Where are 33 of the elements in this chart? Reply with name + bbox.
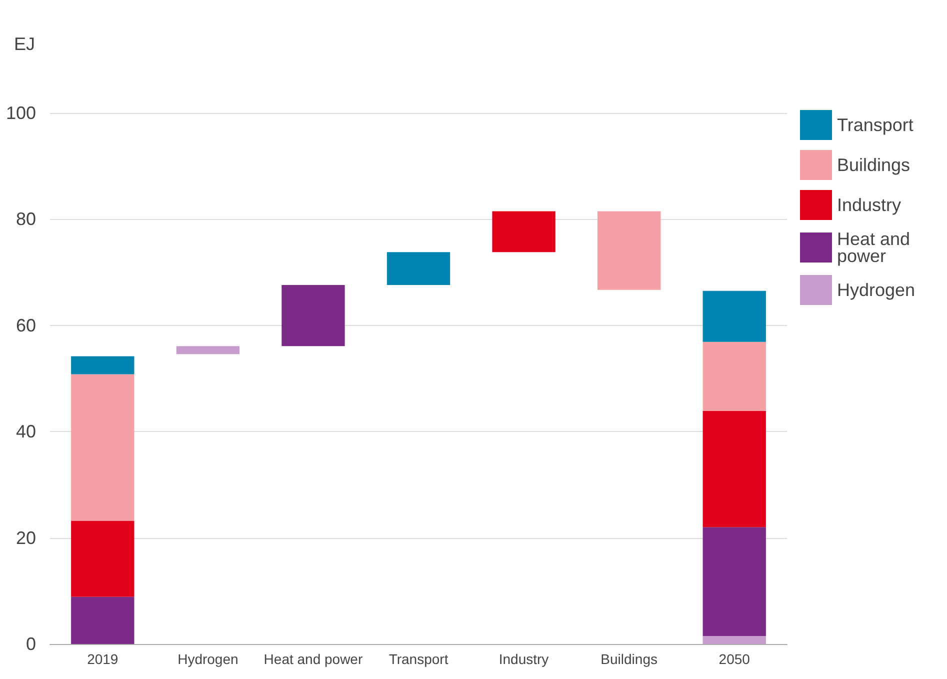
legend-label: Transport xyxy=(837,115,914,135)
bar xyxy=(702,410,766,528)
y-tick-label: 80 xyxy=(16,209,36,230)
bar xyxy=(702,636,766,644)
x-tick-label: Hydrogen xyxy=(178,651,238,667)
legend-label: Buildings xyxy=(837,155,910,175)
y-tick-label: 60 xyxy=(16,315,36,336)
x-tick-label: 2050 xyxy=(718,651,750,667)
bar xyxy=(386,252,450,286)
x-tick-label: Industry xyxy=(498,651,549,667)
y-tick-label: 40 xyxy=(16,422,36,442)
y-tick-label: 20 xyxy=(16,528,36,548)
bar xyxy=(71,520,134,597)
x-tick-label: 2019 xyxy=(87,651,118,667)
bar xyxy=(492,211,556,252)
bar xyxy=(282,285,345,346)
bar xyxy=(71,356,134,374)
legend-label: Hydrogen xyxy=(837,280,916,300)
bar xyxy=(702,342,766,411)
bar xyxy=(597,211,661,290)
legend-label: Industry xyxy=(837,195,902,215)
bar xyxy=(702,290,766,342)
bar xyxy=(176,346,240,354)
y-axis-title: EJ xyxy=(14,34,35,54)
y-tick-label: 100 xyxy=(6,103,36,123)
bar xyxy=(71,374,134,521)
bar xyxy=(702,527,766,636)
x-tick-label: Transport xyxy=(388,651,448,667)
x-tick-label: Heat and power xyxy=(264,651,363,667)
bar xyxy=(71,596,134,644)
y-tick-label: 0 xyxy=(26,634,36,654)
x-tick-label: Buildings xyxy=(600,651,658,667)
legend-label: Heat and power xyxy=(837,229,916,266)
